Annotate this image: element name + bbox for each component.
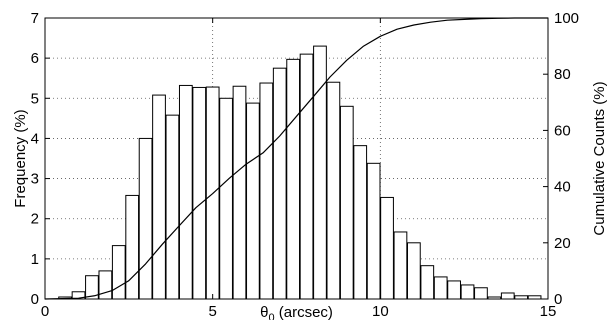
histogram-bar xyxy=(326,81,341,300)
y-left-tick-label: 1 xyxy=(31,251,39,268)
axis-ticks xyxy=(44,17,549,300)
x-axis-label: θ0 (arcsec) xyxy=(260,304,333,320)
histogram-bar xyxy=(259,82,274,300)
y-left-tick-label: 7 xyxy=(31,10,39,27)
y-left-tick-label: 5 xyxy=(31,90,39,107)
histogram-bar xyxy=(406,242,421,300)
cumulative-line-group xyxy=(44,17,548,300)
x-tick-label: 10 xyxy=(372,303,389,320)
histogram-bar xyxy=(165,114,180,300)
histogram-bar xyxy=(138,137,153,300)
y-right-tick-label: 20 xyxy=(554,235,571,252)
y-right-tick-label: 60 xyxy=(554,122,571,139)
plot-frame xyxy=(44,17,549,300)
y-right-tick-label: 100 xyxy=(554,10,579,27)
y-right-axis-label: Cumulative Counts (%) xyxy=(591,81,608,235)
histogram-bar xyxy=(433,276,448,300)
histogram-bar xyxy=(246,102,260,300)
histogram-bar xyxy=(474,287,488,300)
histogram-bar xyxy=(98,270,113,300)
histogram-bars xyxy=(58,45,542,300)
histogram-bar xyxy=(339,105,354,300)
histogram-bar xyxy=(152,94,166,300)
histogram-bar xyxy=(272,67,287,300)
y-left-tick-label: 3 xyxy=(31,171,39,188)
y-right-tick-label: 40 xyxy=(554,179,571,196)
histogram-bar xyxy=(192,86,207,300)
x-tick-label: 5 xyxy=(208,303,216,320)
histogram-bar xyxy=(500,292,515,300)
y-left-tick-label: 2 xyxy=(31,211,39,228)
histogram-bar xyxy=(299,53,314,300)
histogram-bar xyxy=(366,162,381,300)
y-left-tick-label: 6 xyxy=(31,50,39,67)
histogram-bar xyxy=(111,245,126,300)
histogram-bar xyxy=(353,145,368,300)
y-right-tick-label: 80 xyxy=(554,66,571,83)
histogram-bar xyxy=(178,84,193,300)
histogram-bar xyxy=(219,97,233,300)
cumulative-line xyxy=(44,17,548,300)
histogram-bar xyxy=(393,231,408,300)
x-tick-label: 0 xyxy=(41,303,49,320)
histogram-bar xyxy=(460,284,475,300)
y-right-tick-label: 0 xyxy=(554,291,562,308)
histogram-bar xyxy=(286,58,301,300)
histogram-bar xyxy=(125,194,140,300)
x-tick-label: 15 xyxy=(540,303,557,320)
histogram-bar xyxy=(420,265,435,300)
y-left-axis-label: Frequency (%) xyxy=(12,109,29,207)
y-left-tick-label: 0 xyxy=(31,291,39,308)
y-left-tick-label: 4 xyxy=(31,130,39,147)
histogram-bar xyxy=(447,280,461,300)
histogram-bar xyxy=(380,196,394,300)
histogram-bar xyxy=(232,85,247,300)
